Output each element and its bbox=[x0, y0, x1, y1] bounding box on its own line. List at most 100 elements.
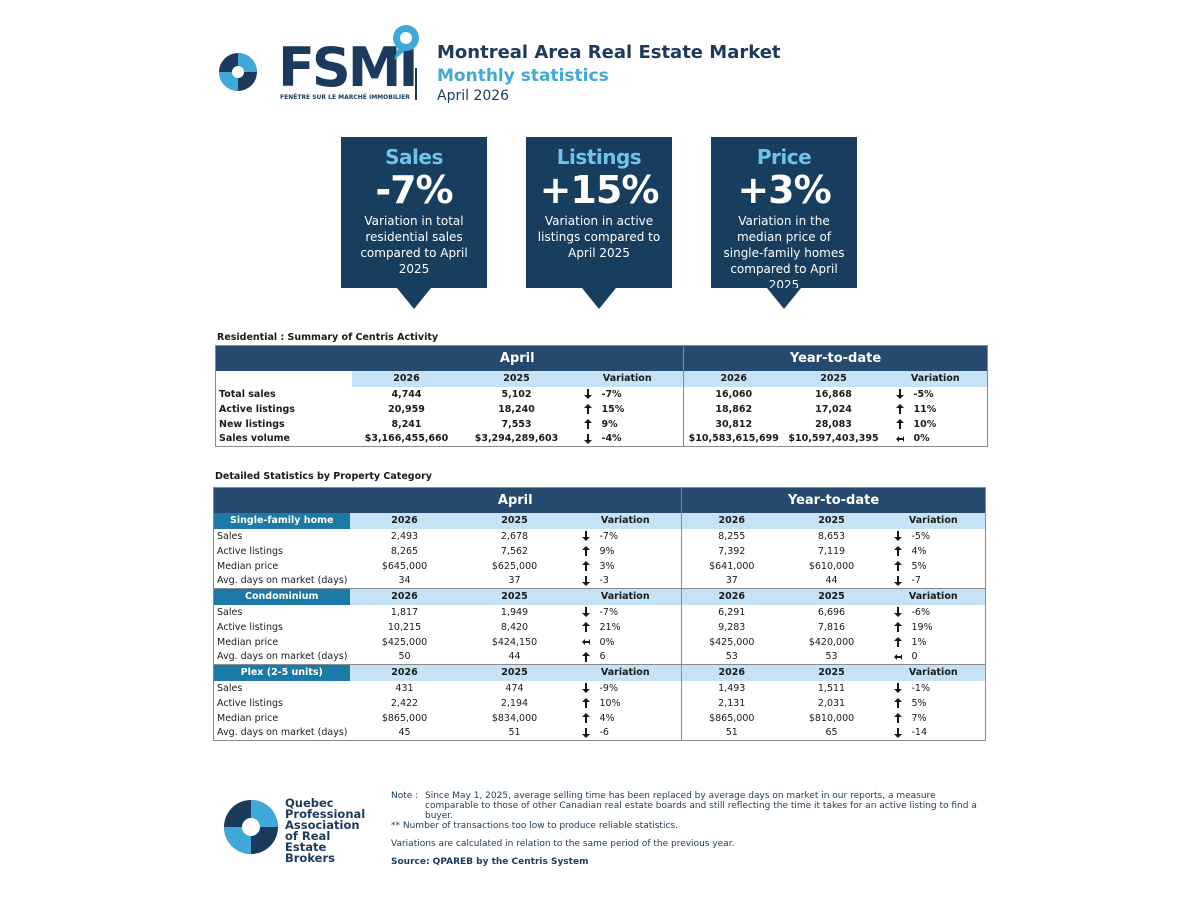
value-cell: $834,000 bbox=[460, 711, 570, 726]
column-header: Plex (2-5 units) 2026 2025 Variation 2026 202… bbox=[213, 664, 986, 681]
value: 1,949 bbox=[500, 606, 529, 618]
trend-arrow bbox=[581, 727, 590, 738]
value: 45 bbox=[398, 727, 411, 739]
section-title: Residential : Summary of Centris Activit… bbox=[217, 332, 439, 343]
value: $645,000 bbox=[381, 560, 428, 572]
column-label: 2025 bbox=[461, 370, 572, 387]
row-label: Median price bbox=[217, 560, 279, 572]
trend-arrow bbox=[583, 404, 592, 414]
value: 44 bbox=[825, 575, 838, 587]
variation-cell: 11% bbox=[884, 402, 988, 417]
category-label: Single-family home bbox=[213, 512, 350, 529]
value: 8,265 bbox=[390, 545, 419, 557]
value: 431 bbox=[395, 682, 414, 694]
value-cell: 2,422 bbox=[350, 696, 460, 711]
row-label: Sales volume bbox=[219, 433, 290, 445]
logo-icon bbox=[219, 53, 257, 91]
value: 18,240 bbox=[498, 403, 535, 415]
value: 28,083 bbox=[815, 418, 852, 430]
value-cell: $3,294,289,603 bbox=[462, 432, 572, 447]
footer-logo-icon bbox=[224, 800, 278, 854]
value: $625,000 bbox=[491, 560, 538, 572]
value-cell: 16,868 bbox=[784, 387, 884, 402]
value: $810,000 bbox=[808, 712, 855, 724]
variation-cell: 10% bbox=[570, 696, 682, 711]
value: $865,000 bbox=[381, 712, 428, 724]
callout-value: +3% bbox=[737, 168, 831, 212]
trend-arrow bbox=[895, 404, 904, 414]
value-cell: $425,000 bbox=[681, 634, 782, 650]
value-cell: 7,562 bbox=[460, 544, 570, 559]
data-row: Active listings 10,215 8,420 21% 9,283 7,816 1… bbox=[214, 619, 986, 635]
column-label: 2025 bbox=[783, 370, 884, 387]
value: 17,024 bbox=[815, 403, 852, 415]
data-row: Sales 2,493 2,678 -7% 8,255 8,653 -5% bbox=[214, 528, 986, 544]
value-cell: 53 bbox=[681, 649, 782, 665]
variation: 9% bbox=[601, 418, 618, 430]
column-label: 2026 bbox=[681, 512, 782, 529]
value: 53 bbox=[825, 651, 838, 663]
data-row: Median price $865,000 $834,000 4% $865,000 $8… bbox=[214, 710, 986, 726]
value-cell: 1,493 bbox=[681, 680, 782, 696]
trend-arrow bbox=[581, 531, 590, 541]
value-cell: 17,024 bbox=[784, 402, 884, 417]
variation: 0% bbox=[913, 433, 930, 445]
value: 8,255 bbox=[718, 530, 746, 542]
value: 6,291 bbox=[718, 606, 746, 618]
callout-text: Variation in active listings compared to… bbox=[537, 214, 661, 260]
column-label: 2026 bbox=[349, 512, 460, 529]
section-title: Detailed Statistics by Property Category bbox=[215, 471, 432, 482]
value: $10,583,615,699 bbox=[688, 433, 779, 445]
value-cell: 7,392 bbox=[681, 543, 782, 559]
value: 7,392 bbox=[718, 545, 746, 557]
value: 1,817 bbox=[390, 606, 419, 618]
note-text: Since May 1, 2025, average selling time … bbox=[425, 791, 977, 821]
trend-arrow bbox=[893, 561, 902, 571]
trend-arrow bbox=[583, 419, 592, 429]
value-cell: $645,000 bbox=[350, 559, 460, 574]
value: $424,150 bbox=[491, 636, 538, 648]
trend-arrow bbox=[895, 435, 904, 442]
variation: 7% bbox=[911, 712, 927, 724]
divider bbox=[415, 68, 417, 100]
value-cell: 50 bbox=[350, 650, 460, 665]
value: $425,000 bbox=[709, 636, 755, 648]
group-label: Year-to-date bbox=[680, 487, 986, 513]
variation-cell: 3% bbox=[570, 559, 682, 574]
column-label: 2025 bbox=[781, 664, 882, 681]
row-label: Median price bbox=[217, 712, 279, 724]
value: 65 bbox=[825, 727, 838, 739]
value: 51 bbox=[725, 727, 738, 739]
column-label: 2025 bbox=[459, 512, 570, 529]
source: Source: QPAREB by the Centris System bbox=[391, 857, 589, 867]
variation-cell: -7% bbox=[572, 387, 684, 402]
value-cell: $865,000 bbox=[681, 710, 782, 726]
trend-arrow bbox=[893, 713, 902, 723]
variation: 5% bbox=[911, 697, 927, 709]
variation-cell: 6 bbox=[570, 650, 682, 665]
trend-arrow bbox=[581, 698, 590, 708]
note-label: Note : bbox=[391, 791, 419, 801]
variation: -7% bbox=[601, 388, 622, 400]
trend-arrow bbox=[581, 546, 590, 556]
group-label: April bbox=[349, 487, 682, 513]
value-cell: 10,215 bbox=[350, 620, 460, 635]
variation-cell: 4% bbox=[570, 711, 682, 726]
variation-cell: 19% bbox=[882, 620, 986, 635]
value-cell: $424,150 bbox=[460, 635, 570, 650]
subtitle: Monthly statistics bbox=[437, 66, 609, 86]
note: ** Number of transactions too low to pro… bbox=[391, 821, 678, 831]
value: 2,678 bbox=[500, 530, 529, 542]
row-label: Sales bbox=[217, 530, 243, 542]
variation-cell: -5% bbox=[882, 529, 986, 544]
row-label: Avg. days on market (days) bbox=[217, 727, 348, 739]
trend-arrow bbox=[581, 607, 590, 617]
group-header: April Year-to-date bbox=[215, 345, 988, 371]
variation: 9% bbox=[599, 545, 615, 557]
value: 16,868 bbox=[815, 388, 852, 400]
value-cell: 44 bbox=[782, 574, 882, 589]
column-label: 2026 bbox=[683, 370, 784, 387]
value: 7,562 bbox=[500, 545, 529, 557]
column-label: 2025 bbox=[459, 588, 570, 605]
data-row: Median price $425,000 $424,150 0% $425,000 $4… bbox=[214, 634, 986, 650]
